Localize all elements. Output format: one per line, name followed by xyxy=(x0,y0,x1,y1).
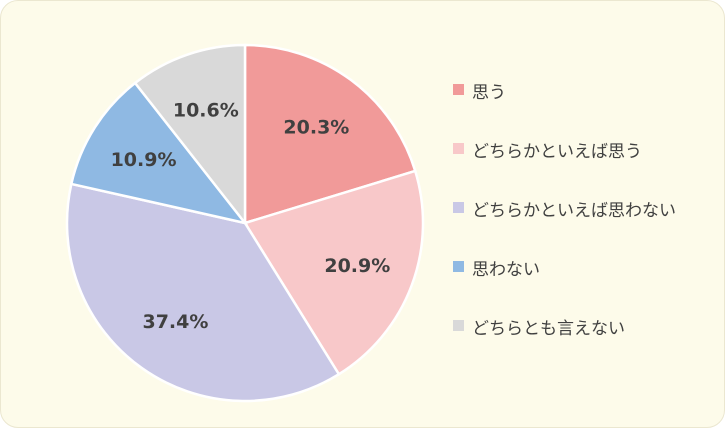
slice-dochiratomo xyxy=(133,43,247,227)
legend-label: どちらとも言えない xyxy=(472,319,625,339)
legend-item-omou: 思う xyxy=(453,78,718,137)
legend-swatch xyxy=(453,84,464,95)
legend-swatch xyxy=(453,202,464,213)
data-label-omou: 20.3% xyxy=(283,117,349,139)
data-label-omowanai: 10.9% xyxy=(111,149,177,171)
legend-label: どちらかといえば思う xyxy=(472,142,642,162)
slice-omou xyxy=(243,43,417,225)
legend-swatch xyxy=(453,320,464,331)
legend-label: どちらかといえば思わない xyxy=(472,201,676,221)
legend-swatch xyxy=(453,261,464,272)
data-label-dochiraka-omou: 20.9% xyxy=(324,255,390,277)
legend-swatch xyxy=(453,143,464,154)
data-label-dochiraka-omowanai: 37.4% xyxy=(142,311,208,333)
pie-slices xyxy=(65,43,425,403)
legend-item-dochiratomo: どちらとも言えない xyxy=(453,314,718,373)
legend-label: 思う xyxy=(472,83,506,103)
legend-item-omowanai: 思わない xyxy=(453,255,718,314)
pie-data-labels: 20.3% 20.9% 37.4% 10.9% 10.6% xyxy=(111,100,391,333)
slice-dochiraka-omowanai xyxy=(65,182,341,403)
chart-legend: 思う どちらかといえば思う どちらかといえば思わない 思わない どちらとも言えな… xyxy=(453,78,718,373)
slice-dochiraka-omou xyxy=(243,169,425,376)
legend-item-dochiraka-omou: どちらかといえば思う xyxy=(453,137,718,196)
slice-omowanai xyxy=(69,81,249,225)
legend-label: 思わない xyxy=(472,260,540,280)
data-label-dochiratomo: 10.6% xyxy=(173,100,239,122)
legend-item-dochiraka-omowanai: どちらかといえば思わない xyxy=(453,196,718,255)
